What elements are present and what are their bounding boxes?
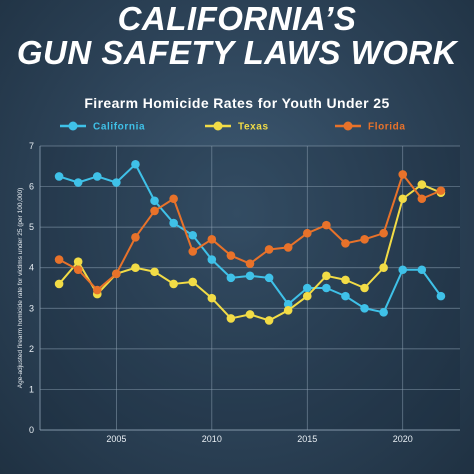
y-tick-label: 6 bbox=[29, 182, 34, 192]
data-point bbox=[54, 255, 64, 264]
data-point bbox=[207, 293, 217, 303]
data-point bbox=[169, 218, 178, 228]
data-point bbox=[417, 180, 427, 189]
data-point bbox=[188, 247, 198, 256]
data-point bbox=[322, 220, 331, 230]
chart-legend: California Texas Florida bbox=[60, 121, 406, 133]
data-point bbox=[436, 291, 446, 301]
data-point bbox=[341, 275, 350, 285]
data-point bbox=[398, 170, 408, 179]
legend-label: California bbox=[93, 122, 145, 133]
data-point bbox=[417, 194, 427, 204]
headline-line-1: CALIFORNIA’S bbox=[117, 0, 357, 37]
data-point bbox=[73, 257, 83, 266]
data-point bbox=[207, 235, 217, 244]
y-tick-label: 7 bbox=[29, 141, 34, 151]
data-point bbox=[398, 265, 408, 275]
data-point bbox=[379, 308, 388, 317]
data-point bbox=[341, 291, 350, 301]
y-axis-ticks: 0 1 2 3 4 5 6 7 bbox=[29, 141, 34, 435]
data-point bbox=[150, 267, 159, 277]
data-point bbox=[54, 172, 64, 181]
legend-marker bbox=[343, 121, 353, 131]
data-point bbox=[245, 271, 255, 281]
y-tick-label: 5 bbox=[29, 222, 34, 232]
data-point bbox=[131, 263, 140, 273]
legend-label: Florida bbox=[368, 122, 406, 133]
x-tick-label: 2020 bbox=[393, 434, 413, 444]
data-point bbox=[283, 243, 293, 252]
plot-area bbox=[40, 146, 460, 430]
data-point bbox=[379, 228, 388, 238]
data-point bbox=[112, 269, 121, 279]
data-point bbox=[360, 283, 369, 293]
data-point bbox=[226, 273, 236, 283]
data-point bbox=[264, 245, 274, 254]
data-point bbox=[302, 291, 312, 301]
legend-item-texas: Texas bbox=[205, 121, 269, 133]
y-tick-label: 3 bbox=[29, 303, 34, 313]
data-point bbox=[302, 228, 312, 238]
data-point bbox=[264, 273, 274, 283]
legend-item-florida: Florida bbox=[335, 121, 406, 133]
data-point bbox=[73, 178, 83, 187]
legend-label: Texas bbox=[238, 122, 269, 133]
data-point bbox=[341, 239, 350, 248]
y-axis-label: Age-adjusted firearm homicide rate for v… bbox=[17, 188, 24, 389]
data-point bbox=[360, 303, 369, 313]
headline-line-2: GUN SAFETY LAWS WORK bbox=[16, 34, 458, 71]
legend-marker bbox=[68, 121, 78, 131]
data-point bbox=[360, 235, 369, 244]
data-point bbox=[188, 277, 198, 287]
data-point bbox=[73, 265, 83, 275]
chart-series bbox=[54, 159, 446, 325]
data-point bbox=[302, 283, 312, 293]
y-tick-label: 4 bbox=[29, 263, 34, 273]
x-tick-label: 2015 bbox=[297, 434, 317, 444]
data-point bbox=[131, 232, 140, 242]
data-point bbox=[150, 196, 159, 206]
data-point bbox=[131, 159, 140, 169]
data-point bbox=[417, 265, 427, 275]
data-point bbox=[226, 251, 236, 260]
data-point bbox=[379, 263, 388, 273]
data-point bbox=[436, 186, 446, 195]
data-point bbox=[112, 178, 121, 187]
data-point bbox=[188, 230, 198, 240]
data-point bbox=[283, 306, 293, 315]
data-point bbox=[322, 283, 331, 293]
legend-item-california: California bbox=[60, 121, 145, 133]
data-point bbox=[245, 259, 255, 268]
y-tick-label: 0 bbox=[29, 425, 34, 435]
data-point bbox=[92, 285, 102, 295]
data-point bbox=[264, 316, 274, 325]
data-point bbox=[322, 271, 331, 281]
data-point bbox=[226, 314, 236, 323]
y-tick-label: 2 bbox=[29, 344, 34, 354]
chart-title: Firearm Homicide Rates for Youth Under 2… bbox=[84, 95, 389, 111]
data-point bbox=[169, 194, 178, 204]
data-point bbox=[54, 279, 64, 289]
series-florida bbox=[54, 170, 446, 295]
data-point bbox=[169, 279, 178, 289]
x-tick-label: 2010 bbox=[202, 434, 222, 444]
series-california bbox=[54, 159, 446, 317]
data-point bbox=[207, 255, 217, 264]
data-point bbox=[92, 172, 102, 181]
data-point bbox=[150, 206, 159, 216]
data-point bbox=[398, 194, 408, 204]
legend-marker bbox=[213, 121, 223, 131]
data-point bbox=[245, 310, 255, 319]
y-tick-label: 1 bbox=[29, 384, 34, 394]
x-tick-label: 2005 bbox=[106, 434, 126, 444]
x-axis-ticks: 2005 2010 2015 2020 bbox=[106, 434, 412, 444]
data-point bbox=[283, 299, 293, 309]
